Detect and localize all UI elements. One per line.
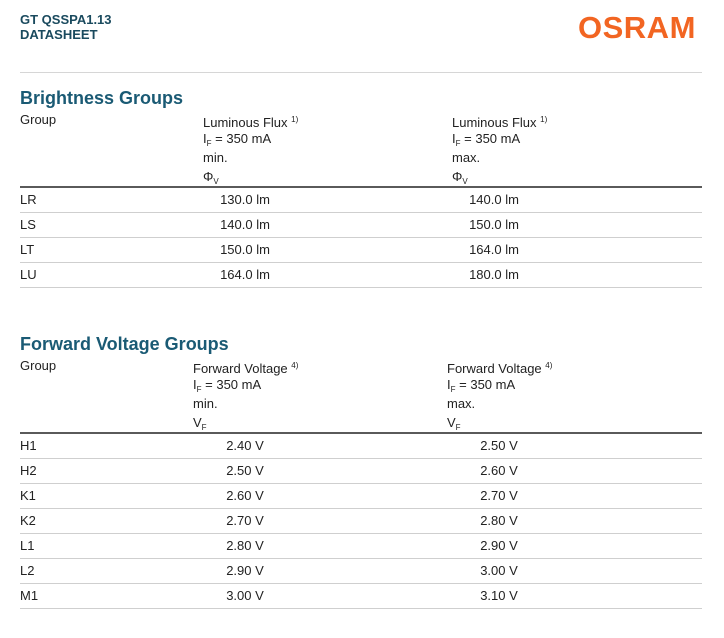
- max-column-header: Luminous Flux 1) IF = 350 mA max. ΦV: [452, 115, 548, 186]
- section-title: Brightness Groups: [20, 88, 184, 108]
- limit-label: max.: [452, 150, 481, 165]
- table-row: LS 140.0 lm 150.0 lm: [20, 213, 702, 238]
- min-value-cell: 2.40 V: [226, 438, 264, 453]
- condition-value: = 350 mA: [464, 131, 521, 146]
- table-row: K2 2.70 V 2.80 V: [20, 509, 702, 534]
- table-row: L2 2.90 V 3.00 V: [20, 559, 702, 584]
- max-value-cell: 2.50 V: [480, 438, 518, 453]
- condition-symbol: I: [193, 377, 197, 392]
- osram-logo: OSRAM: [578, 10, 696, 45]
- footnote-ref: 4): [291, 361, 299, 370]
- group-cell: L1: [20, 538, 35, 553]
- group-cell: K2: [20, 513, 36, 528]
- footnote-ref: 4): [545, 361, 553, 370]
- table-header: Group Luminous Flux 1) IF = 350 mA min. …: [20, 110, 702, 186]
- group-cell: H1: [20, 438, 37, 453]
- header-divider: [20, 72, 702, 73]
- limit-label: max.: [447, 396, 476, 411]
- quantity-symbol: Φ: [452, 169, 463, 184]
- quantity-symbol: V: [193, 415, 202, 430]
- limit-label: min.: [203, 150, 228, 165]
- max-value-cell: 2.60 V: [480, 463, 518, 478]
- min-value-cell: 3.00 V: [226, 588, 264, 603]
- group-column-header: Group: [20, 358, 57, 373]
- parameter-name: Forward Voltage: [193, 361, 288, 376]
- group-cell: LS: [20, 217, 36, 232]
- table-row: LU 164.0 lm 180.0 lm: [20, 263, 702, 288]
- quantity-symbol: V: [447, 415, 456, 430]
- document-type: DATASHEET: [20, 27, 98, 42]
- table-row: LT 150.0 lm 164.0 lm: [20, 238, 702, 263]
- max-value-cell: 3.00 V: [480, 563, 518, 578]
- parameter-name: Luminous Flux: [203, 115, 288, 130]
- min-value-cell: 140.0 lm: [220, 217, 270, 232]
- table-row: H1 2.40 V 2.50 V: [20, 434, 702, 459]
- max-value-cell: 140.0 lm: [469, 192, 519, 207]
- brightness-groups-section: Brightness Groups Group Luminous Flux 1)…: [20, 86, 702, 288]
- group-cell: H2: [20, 463, 37, 478]
- max-value-cell: 2.70 V: [480, 488, 518, 503]
- condition-symbol: I: [452, 131, 456, 146]
- document-id: GT QSSPA1.13 DATASHEET: [20, 12, 112, 42]
- header-rule: [20, 432, 702, 434]
- max-column-header: Forward Voltage 4) IF = 350 mA max. VF: [447, 361, 553, 432]
- table-row: K1 2.60 V 2.70 V: [20, 484, 702, 509]
- header-rule: [20, 186, 702, 188]
- condition-symbol: I: [203, 131, 207, 146]
- group-cell: L2: [20, 563, 35, 578]
- table-header: Group Forward Voltage 4) IF = 350 mA min…: [20, 356, 702, 432]
- min-value-cell: 2.60 V: [226, 488, 264, 503]
- table-row: M1 3.00 V 3.10 V: [20, 584, 702, 609]
- max-value-cell: 2.90 V: [480, 538, 518, 553]
- condition-value: = 350 mA: [205, 377, 262, 392]
- group-cell: LU: [20, 267, 37, 282]
- max-value-cell: 3.10 V: [480, 588, 518, 603]
- min-value-cell: 2.70 V: [226, 513, 264, 528]
- max-value-cell: 164.0 lm: [469, 242, 519, 257]
- min-column-header: Forward Voltage 4) IF = 350 mA min. VF: [193, 361, 299, 432]
- footnote-ref: 1): [540, 115, 548, 124]
- forward-voltage-groups-section: Forward Voltage Groups Group Forward Vol…: [20, 332, 702, 609]
- section-title: Forward Voltage Groups: [20, 334, 229, 354]
- parameter-name: Luminous Flux: [452, 115, 537, 130]
- min-value-cell: 164.0 lm: [220, 267, 270, 282]
- parameter-name: Forward Voltage: [447, 361, 542, 376]
- max-value-cell: 180.0 lm: [469, 267, 519, 282]
- group-cell: LR: [20, 192, 37, 207]
- group-cell: LT: [20, 242, 35, 257]
- condition-symbol: I: [447, 377, 451, 392]
- table-body: LR 130.0 lm 140.0 lm LS 140.0 lm 150.0 lm LT…: [20, 188, 702, 288]
- max-value-cell: 2.80 V: [480, 513, 518, 528]
- group-column-header: Group: [20, 112, 57, 127]
- min-value-cell: 2.50 V: [226, 463, 264, 478]
- table-row: H2 2.50 V 2.60 V: [20, 459, 702, 484]
- min-column-header: Luminous Flux 1) IF = 350 mA min. ΦV: [203, 115, 299, 186]
- min-value-cell: 2.90 V: [226, 563, 264, 578]
- table-row: LR 130.0 lm 140.0 lm: [20, 188, 702, 213]
- condition-value: = 350 mA: [459, 377, 516, 392]
- max-value-cell: 150.0 lm: [469, 217, 519, 232]
- quantity-symbol: Φ: [203, 169, 214, 184]
- min-value-cell: 130.0 lm: [220, 192, 270, 207]
- group-cell: M1: [20, 588, 39, 603]
- condition-value: = 350 mA: [215, 131, 272, 146]
- min-value-cell: 2.80 V: [226, 538, 264, 553]
- footnote-ref: 1): [291, 115, 299, 124]
- table-row: L1 2.80 V 2.90 V: [20, 534, 702, 559]
- limit-label: min.: [193, 396, 218, 411]
- group-cell: K1: [20, 488, 36, 503]
- product-code: GT QSSPA1.13: [20, 12, 112, 27]
- table-body: H1 2.40 V 2.50 V H2 2.50 V 2.60 V K1 2.60 V 2.…: [20, 434, 702, 609]
- min-value-cell: 150.0 lm: [220, 242, 270, 257]
